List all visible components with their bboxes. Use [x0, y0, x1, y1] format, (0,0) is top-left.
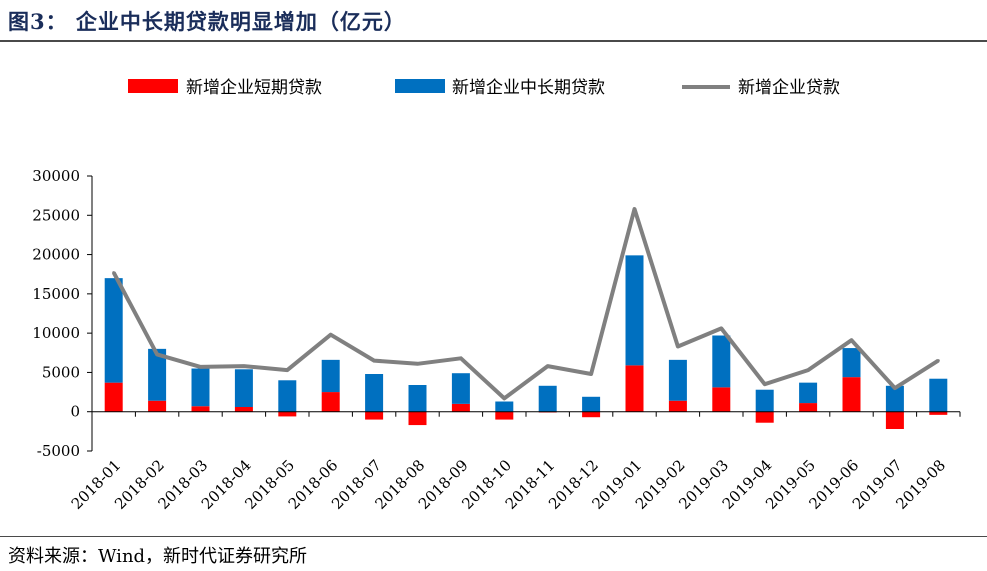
bar-short-term — [278, 411, 297, 417]
bar-short-term — [929, 411, 948, 415]
bar-short-term — [408, 411, 427, 426]
bar-short-term — [104, 382, 123, 412]
bar-short-term — [842, 377, 861, 412]
line-total — [111, 207, 940, 401]
legend-label-short-term: 新增企业短期贷款 — [186, 78, 322, 98]
point-total — [936, 359, 940, 363]
bar-short-term — [365, 411, 384, 420]
bar-long-term — [234, 369, 253, 407]
point-total — [329, 333, 333, 337]
bar-long-term — [755, 389, 774, 412]
bar-short-term — [755, 411, 774, 423]
point-total — [719, 326, 723, 330]
bar-long-term — [451, 373, 470, 404]
bar-long-term — [712, 335, 731, 388]
point-total — [112, 271, 116, 275]
bar-long-term — [104, 278, 123, 383]
bar-long-term — [799, 382, 818, 404]
bar-long-term — [538, 385, 557, 412]
bar-long-term — [278, 380, 297, 412]
point-total — [893, 386, 897, 390]
bar-long-term — [191, 368, 210, 407]
bar-long-term — [408, 385, 427, 412]
point-total — [763, 382, 767, 386]
y-tick-label: 20000 — [32, 246, 80, 264]
bar-long-term — [365, 374, 384, 412]
y-tick-label: -5000 — [37, 442, 80, 460]
bar-long-term — [668, 359, 687, 401]
bar-long-term — [929, 378, 948, 412]
bar-short-term — [451, 403, 470, 412]
bar-short-term — [321, 392, 340, 412]
point-total — [155, 352, 159, 356]
bar-long-term — [885, 385, 904, 412]
point-total — [285, 368, 289, 372]
point-total — [242, 364, 246, 368]
point-total — [676, 345, 680, 348]
legend-label-total: 新增企业贷款 — [738, 78, 840, 98]
y-tick-label: 30000 — [32, 167, 80, 185]
bar-long-term — [321, 359, 340, 393]
point-total — [502, 396, 506, 400]
chart: 新增企业短期贷款 新增企业中长期贷款 新增企业贷款 -5000 0 5000 1000… — [32, 78, 961, 513]
bar-short-term — [885, 411, 904, 429]
legend-label-long-term: 新增企业中长期贷款 — [452, 78, 605, 98]
point-total — [372, 359, 376, 363]
plot-area: -50000500010000150002000025000300002018-… — [32, 167, 961, 513]
point-total — [806, 368, 810, 372]
bar-short-term — [625, 365, 644, 412]
source-note: 资料来源：Wind，新时代证券研究所 — [8, 546, 308, 567]
point-total — [589, 372, 593, 376]
source-divider — [0, 536, 987, 537]
bar-long-term — [148, 348, 167, 401]
legend-swatch-long-term — [395, 79, 445, 93]
bar-short-term — [582, 411, 601, 418]
legend-swatch-short-term — [128, 79, 178, 93]
point-total — [546, 364, 550, 368]
y-tick-label: 25000 — [32, 206, 80, 224]
bar-short-term — [668, 400, 687, 412]
point-total — [416, 362, 419, 366]
point-total — [459, 356, 463, 360]
bar-long-term — [495, 401, 514, 412]
bar-long-term — [582, 396, 601, 412]
y-tick-label: 5000 — [42, 363, 80, 381]
point-total — [850, 338, 853, 342]
y-tick-label: 10000 — [32, 324, 80, 342]
bar-short-term — [712, 387, 731, 412]
bar-long-term — [625, 255, 644, 366]
bar-short-term — [191, 406, 210, 412]
legend: 新增企业短期贷款 新增企业中长期贷款 新增企业贷款 — [128, 78, 840, 98]
y-tick-label: 0 — [70, 403, 80, 421]
bar-short-term — [495, 411, 514, 420]
bar-short-term — [799, 403, 818, 412]
bar-short-term — [234, 407, 253, 412]
chart-title: 图3： 企业中长期贷款明显增加（亿元） — [8, 9, 406, 34]
point-total — [199, 365, 202, 369]
bar-short-term — [148, 400, 167, 412]
title-divider — [0, 40, 987, 42]
bar-long-term — [842, 348, 861, 378]
y-tick-label: 15000 — [32, 285, 80, 303]
point-total — [633, 207, 636, 211]
